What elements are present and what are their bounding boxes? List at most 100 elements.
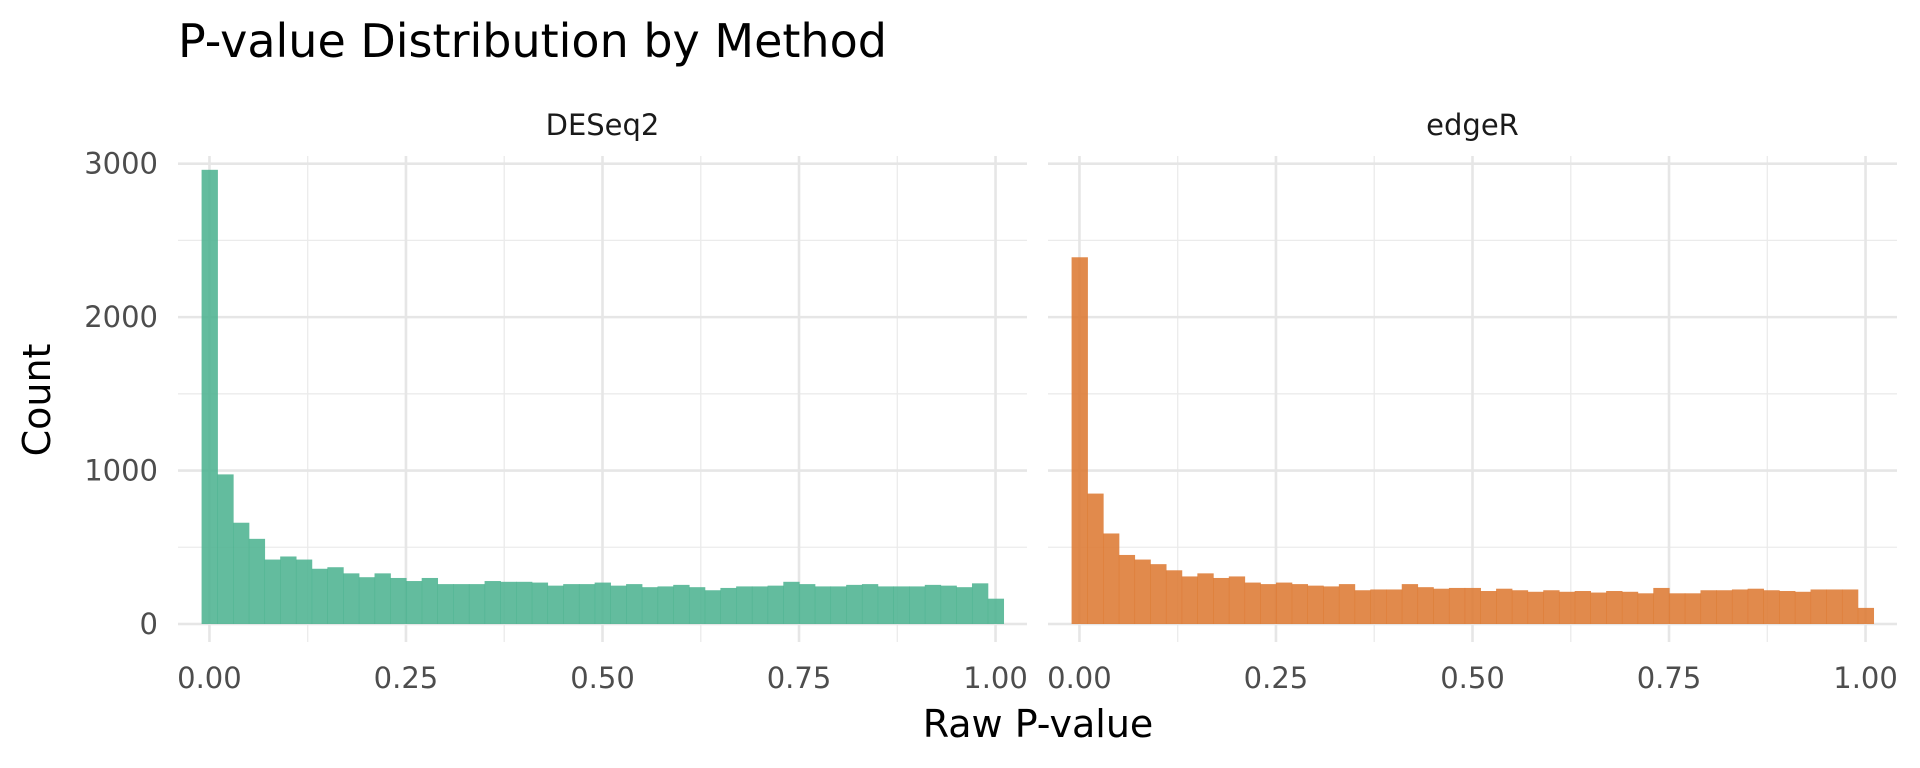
facet-label-edgeR: edgeR	[1426, 108, 1519, 142]
histogram-bar	[217, 474, 234, 624]
histogram-bar	[893, 586, 910, 624]
histogram-bar	[295, 559, 313, 624]
histogram-bar	[1103, 533, 1120, 624]
histogram-bar	[987, 598, 1005, 624]
x-tick-label: 0.25	[374, 661, 439, 695]
y-axis-title: Count	[15, 344, 59, 457]
histogram-bar	[1417, 587, 1434, 624]
histogram-bar	[1323, 586, 1340, 624]
panel-DESeq2: DESeq2 0.00 0.25 0.50 0.75 1.00 0 1000 2000 3000	[84, 108, 1028, 695]
facet-label-DESeq2: DESeq2	[546, 108, 660, 142]
histogram-bar	[1386, 589, 1403, 624]
x-tick-label: 1.00	[963, 661, 1028, 695]
x-tick-label: 0.75	[767, 661, 832, 695]
histogram-bar	[468, 584, 486, 624]
x-tick-label: 0.00	[1047, 661, 1112, 695]
chart-title: P-value Distribution by Method	[178, 14, 887, 68]
x-tick-label: 0.50	[570, 661, 635, 695]
histogram-bar	[1228, 576, 1246, 624]
histogram-bar	[1794, 591, 1812, 624]
histogram-bar	[421, 577, 439, 624]
histogram-bar	[657, 586, 674, 624]
x-tick-label: 0.50	[1440, 661, 1505, 695]
histogram-bar	[233, 522, 250, 624]
histogram-bar	[1165, 570, 1183, 624]
histogram-bar	[1511, 590, 1529, 624]
histogram-bar	[940, 585, 957, 624]
panels: DESeq2 0.00 0.25 0.50 0.75 1.00 0 1000 2000 3000 e…	[84, 108, 1898, 695]
histogram-bar	[1684, 593, 1702, 624]
histogram-bar	[1731, 589, 1749, 624]
histogram-bar	[390, 577, 407, 624]
histogram-bar	[1307, 585, 1324, 624]
histogram-bar	[500, 581, 517, 624]
y-tick-label: 1000	[84, 454, 158, 488]
histogram-bar	[688, 587, 706, 624]
histogram-bar	[1275, 582, 1293, 624]
histogram-bar	[1810, 589, 1827, 624]
histogram-bar	[861, 584, 879, 624]
histogram-bar	[1401, 584, 1419, 624]
histogram-bar	[1590, 592, 1607, 624]
histogram-bar	[767, 585, 784, 624]
histogram-bar	[877, 586, 894, 624]
histogram-bar	[720, 587, 737, 624]
histogram-bar	[311, 568, 328, 624]
histogram-bar	[1244, 582, 1261, 624]
histogram-bar	[799, 584, 816, 624]
histogram-bar	[531, 582, 549, 624]
histogram-bar	[1464, 587, 1481, 624]
y-tick-label: 0	[140, 607, 158, 641]
histogram-bar	[1558, 591, 1576, 624]
histogram-bar	[516, 581, 533, 624]
histogram-bar	[971, 583, 989, 624]
histogram-bar	[1213, 577, 1230, 624]
histogram-bar	[736, 586, 753, 624]
histogram-bar	[1370, 589, 1387, 624]
histogram-bar	[1087, 493, 1104, 624]
histogram-bar	[405, 581, 423, 624]
histogram-bar	[1433, 588, 1450, 624]
histogram-bar	[358, 577, 376, 624]
histogram-bar	[1716, 590, 1733, 624]
x-tick-label: 1.00	[1833, 661, 1898, 695]
histogram-bar	[1134, 559, 1151, 624]
histogram-bar	[437, 584, 454, 624]
histogram-bar	[1763, 590, 1780, 624]
x-tick-label: 0.25	[1244, 661, 1309, 695]
histogram-bar	[1291, 584, 1309, 624]
x-axis-title: Raw P-value	[923, 702, 1154, 746]
histogram-bar	[751, 586, 769, 624]
histogram-bar	[1150, 564, 1167, 624]
histogram-bar	[1181, 576, 1198, 624]
histogram-bar	[578, 584, 596, 624]
histogram-bar	[1448, 587, 1466, 624]
histogram-bar	[814, 586, 832, 624]
y-tick-label: 3000	[84, 147, 158, 181]
histogram-bar	[1338, 584, 1356, 624]
histogram-bar	[1260, 584, 1277, 624]
histogram-bar	[1606, 591, 1623, 624]
histogram-bar	[563, 584, 580, 624]
histogram-bar	[673, 584, 690, 624]
histogram-bar	[846, 584, 863, 624]
histogram-bar	[1653, 587, 1670, 624]
histogram-bar	[484, 581, 501, 624]
histogram-bar	[626, 584, 643, 624]
x-tick-label: 0.00	[177, 661, 242, 695]
histogram-bar	[830, 586, 847, 624]
histogram-bar	[1637, 593, 1654, 624]
histogram-bar	[201, 169, 218, 625]
histogram-bar	[248, 538, 266, 624]
histogram-bar	[1621, 591, 1639, 624]
histogram-bar	[374, 573, 391, 624]
histogram-bar	[641, 587, 659, 624]
histogram-bar	[1747, 588, 1764, 624]
histogram-bar	[1118, 554, 1136, 624]
histogram-bar	[327, 567, 344, 624]
histogram-bar	[1354, 590, 1371, 624]
x-tick-label: 0.75	[1637, 661, 1702, 695]
histogram-bar	[1700, 590, 1717, 624]
histogram-bar	[1197, 573, 1214, 624]
y-tick-label: 2000	[84, 300, 158, 334]
